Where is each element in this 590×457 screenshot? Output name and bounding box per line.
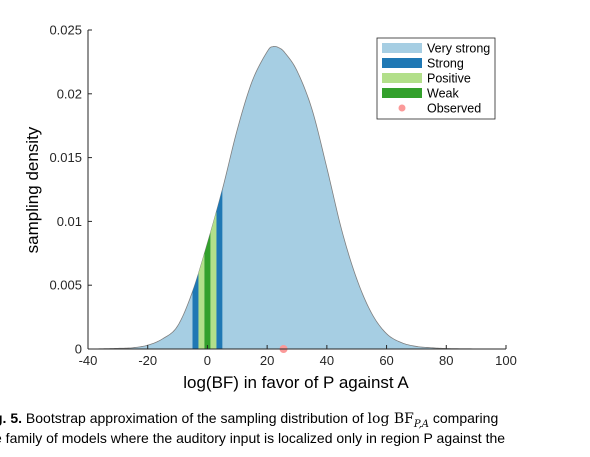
band-positive-1 xyxy=(210,211,217,349)
y-tick-label-0: 0 xyxy=(75,342,82,357)
y-tick-label-3: 0.015 xyxy=(49,150,82,165)
caption-math: log BFP,A xyxy=(367,411,429,430)
density-area xyxy=(87,45,507,350)
plot-area xyxy=(87,45,507,350)
density-chart: -40 -20 0 20 40 60 80 100 0 0.005 0.01 0.015 0.02 0.0… xyxy=(23,23,517,393)
y-tick-label-4: 0.02 xyxy=(57,86,82,101)
x-axis-label: log(BF) in favor of P against A xyxy=(183,373,409,392)
y-tick-label-2: 0.01 xyxy=(57,214,82,229)
axes: -40 -20 0 20 40 60 80 100 0 0.005 0.01 0.015 0.02 0.0… xyxy=(49,23,516,369)
legend-swatch-weak xyxy=(382,88,422,98)
x-tick-label-0: -40 xyxy=(79,353,98,368)
x-tick-label-3: 20 xyxy=(260,353,274,368)
y-axis-label: sampling density xyxy=(23,126,42,253)
caption-math-main: log BF xyxy=(367,411,414,427)
x-tick-label-4: 40 xyxy=(320,353,334,368)
band-strong-0 xyxy=(192,273,199,349)
figure-caption: g. 5. Bootstrap approximation of the sam… xyxy=(0,408,590,435)
legend-label-strong: Strong xyxy=(427,57,464,71)
legend-label-very-strong: Very strong xyxy=(427,42,490,56)
caption-line2: e family of models where the auditory in… xyxy=(0,430,506,446)
legend-label-observed: Observed xyxy=(427,102,481,116)
evidence-bands xyxy=(192,189,223,349)
caption-line1-end: comparing xyxy=(428,410,499,426)
x-tick-label-5: 60 xyxy=(379,353,393,368)
x-tick-label-2: 0 xyxy=(204,353,211,368)
x-tick-label-6: 80 xyxy=(439,353,453,368)
legend-swatch-very-strong xyxy=(382,43,422,53)
x-tick-label-1: -20 xyxy=(138,353,157,368)
band-positive-0 xyxy=(198,253,205,349)
legend-label-weak: Weak xyxy=(427,87,459,101)
legend-swatch-observed xyxy=(398,104,406,112)
caption-line1-text: Bootstrap approximation of the sampling … xyxy=(22,410,368,426)
x-tick-label-7: 100 xyxy=(495,353,517,368)
band-strong-1 xyxy=(216,189,223,349)
legend-swatch-positive xyxy=(382,73,422,83)
legend-label-positive: Positive xyxy=(427,72,471,86)
caption-math-sub: P,A xyxy=(413,418,429,430)
legend-swatch-strong xyxy=(382,58,422,68)
band-weak-0 xyxy=(204,232,211,349)
y-tick-label-5: 0.025 xyxy=(49,23,82,38)
figure-label: g. 5. xyxy=(0,410,23,426)
y-tick-label-1: 0.005 xyxy=(49,278,82,293)
figure-caption-line2: e family of models where the auditory in… xyxy=(0,428,590,448)
